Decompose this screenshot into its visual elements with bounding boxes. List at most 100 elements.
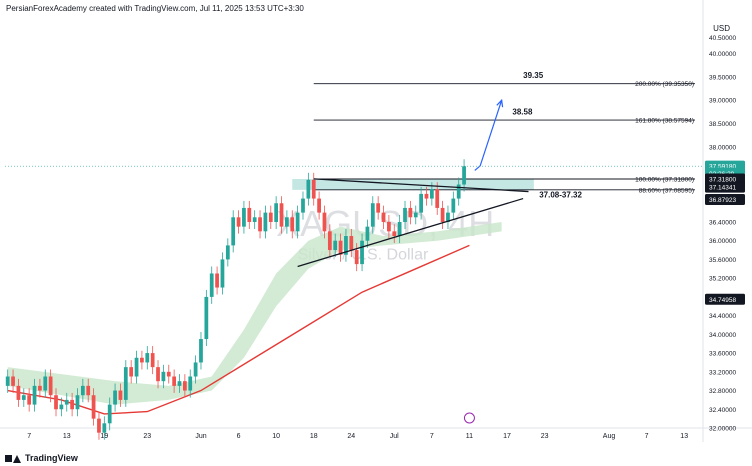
candle-body [456,184,461,199]
y-tick-label: 35.60000 [709,257,736,264]
x-tick-label: Aug [603,433,616,440]
price-label-text: 36.87923 [709,197,736,204]
x-tick-label: 7 [27,433,31,440]
candle-body [311,179,316,199]
trendline [313,178,529,193]
y-tick-label: 40.00000 [709,51,736,58]
moving-average-line [7,244,470,415]
candle-body [199,339,203,363]
candle-body [64,399,69,405]
candle-body [215,273,219,288]
y-tick-label: 34.00000 [709,332,736,339]
candle-body [134,357,139,377]
attribution-text: PersianForexAcademy created with Trading… [6,4,304,13]
candle-body [408,207,413,218]
candle-body [462,166,466,185]
candle-body [429,189,434,199]
projection-arrow [474,100,503,171]
candle-body [188,376,193,391]
candle-body [285,217,289,227]
candle-body [376,203,381,213]
x-tick-label: 7 [430,433,434,440]
x-tick-label: 13 [680,433,688,440]
candle-body [322,212,327,232]
candle-body [43,376,48,391]
y-tick-label: 32.80000 [709,388,736,395]
x-tick-label: 18 [310,433,318,440]
fib-level-label: 200.00% (39.35350) [635,81,694,88]
candle-body [344,236,348,255]
candle-body [27,395,32,405]
fib-level-label: 161.80% (38.57594) [635,118,694,125]
candle-body [435,189,440,208]
y-tick-label: 40.50000 [709,35,736,42]
candle-body [70,399,74,410]
currency-label: USD [713,24,730,33]
candle-body [360,240,364,265]
event-marker-icon[interactable] [463,412,475,424]
candle-body [21,395,26,400]
price-label-text: 37.31800 [709,176,736,183]
candle-body [446,212,450,222]
x-tick-label: 23 [143,433,151,440]
candle-body [220,259,225,288]
candle-body [301,198,305,213]
candle-body [86,385,91,396]
y-tick-label: 32.40000 [709,407,736,414]
candle-body [268,212,273,222]
candle-body [91,395,96,419]
candle-body [370,203,375,227]
candle-body [166,371,171,377]
y-tick-label: 38.00000 [709,145,736,152]
price-label-text: 37.59180 [709,164,736,171]
x-tick-label: 10 [272,433,280,440]
candle-body [123,367,128,400]
candle-body [413,212,418,218]
candle-body [392,231,397,237]
candle-body [107,404,112,424]
tradingview-footer[interactable]: TradingView [5,453,78,463]
candle-body [16,385,21,400]
trendline [297,197,524,268]
y-tick-label: 36.40000 [709,219,736,226]
x-tick-label: 17 [503,433,511,440]
candle-body [236,217,241,227]
candle-body [387,221,391,232]
candle-body [327,231,332,251]
price-label-box [705,181,745,193]
candle-body [140,357,144,363]
x-tick-label: 13 [63,433,71,440]
candle-body [59,404,64,410]
y-tick-label: 39.50000 [709,74,736,81]
y-tick-label: 38.50000 [709,121,736,128]
x-tick-label: 19 [100,433,108,440]
candle-body [365,226,370,241]
brand-label: TradingView [25,453,78,463]
candle-body [381,212,386,222]
candle-body [440,207,445,222]
candle-body [247,207,252,222]
candle-body [172,376,177,386]
candle-body [424,193,429,199]
candle-body [129,367,134,377]
candle-body [419,193,423,213]
candle-body [75,395,80,410]
candle-body [38,385,42,391]
candle-body [274,203,279,222]
candle-body [102,423,107,433]
y-tick-label: 33.60000 [709,351,736,358]
candle-body [279,203,284,227]
candle-body [97,418,101,433]
candle-body [252,217,257,222]
candle-body [263,212,268,232]
x-tick-label: 11 [466,433,473,440]
price-label-box [705,293,745,305]
candle-body [193,362,198,377]
candle-body [231,217,236,246]
candle-body [182,381,187,391]
candle-body [11,376,15,386]
candle-body [403,207,407,222]
candle-body [48,376,53,396]
